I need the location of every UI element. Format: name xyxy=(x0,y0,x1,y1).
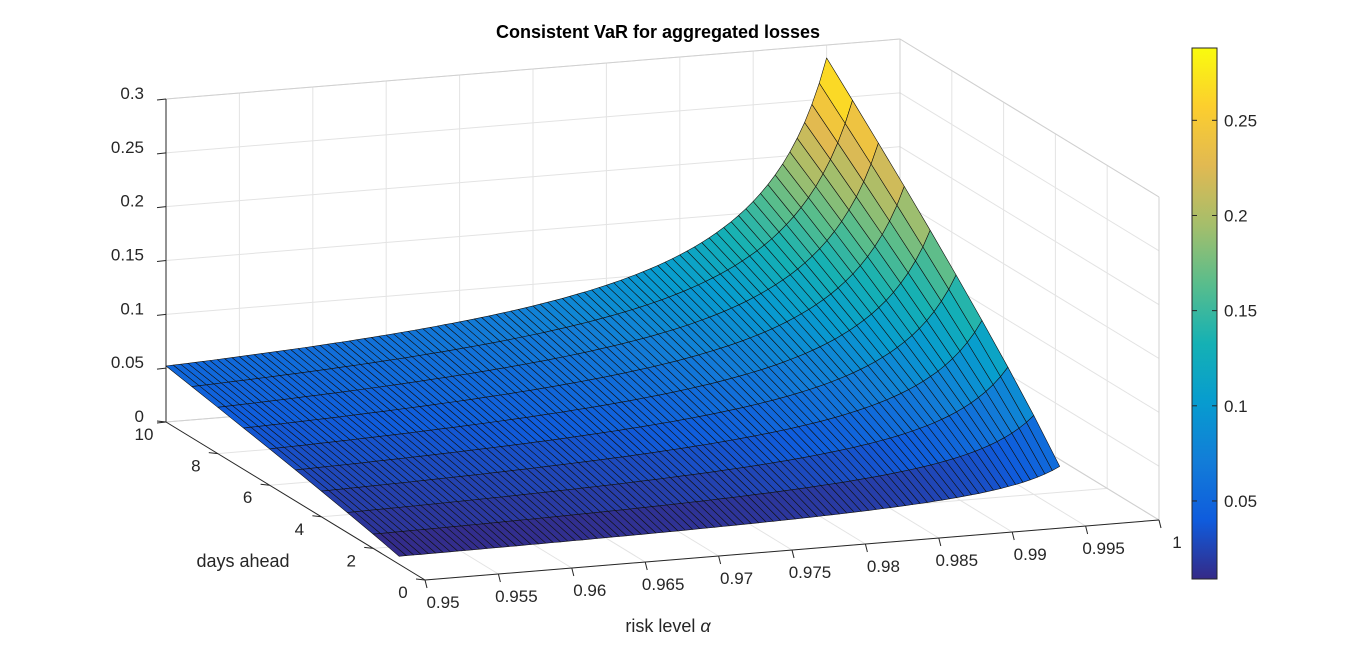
colorbar: 0.05 0.1 0.15 0.2 0.25 xyxy=(1191,47,1257,580)
surface-patch xyxy=(1026,415,1060,471)
grid-line xyxy=(165,146,901,208)
axis-edge xyxy=(899,38,1160,198)
y-tick-label: 0 xyxy=(398,583,407,602)
z-tick-mark xyxy=(156,206,167,209)
z-tick-label: 0.3 xyxy=(120,84,144,103)
z-tick-mark xyxy=(156,421,167,424)
x-axis-label-symbol: α xyxy=(700,616,711,636)
x-tick-label: 0.99 xyxy=(1014,545,1047,564)
colorbar-tick-label: 0.2 xyxy=(1224,206,1248,225)
z-tick-label: 0.1 xyxy=(120,299,144,318)
y-tick-mark xyxy=(364,546,374,549)
grid-line xyxy=(899,200,1160,359)
x-tick-label: 0.98 xyxy=(867,557,900,576)
z-tick-mark xyxy=(156,98,167,101)
x-tick-mark xyxy=(497,573,501,583)
y-tick-mark xyxy=(208,452,218,455)
z-tick-mark xyxy=(156,152,167,155)
x-tick-mark xyxy=(791,549,795,559)
z-tick-mark xyxy=(156,367,167,370)
colorbar-tick-label: 0.25 xyxy=(1224,111,1257,130)
colorbar-gradient xyxy=(1191,47,1218,580)
x-tick-mark xyxy=(424,579,428,589)
y-axis-line xyxy=(165,421,426,581)
x-axis-label-text: risk level xyxy=(625,616,695,636)
y-tick-label: 4 xyxy=(295,520,304,539)
y-tick-mark xyxy=(415,578,426,581)
z-tick-label: 0 xyxy=(135,407,144,426)
grid-line xyxy=(165,92,901,154)
chart-title: Consistent VaR for aggregated losses xyxy=(496,22,820,42)
y-axis-label: days ahead xyxy=(196,551,289,571)
z-tick-label: 0.15 xyxy=(111,246,144,265)
z-tick-mark xyxy=(156,260,167,262)
y-tick-label: 8 xyxy=(191,457,200,476)
x-tick-label: 0.975 xyxy=(789,563,832,582)
z-tick-mark xyxy=(156,313,167,316)
x-tick-mark xyxy=(938,537,942,547)
y-tick-label: 10 xyxy=(135,425,154,444)
grid-line xyxy=(899,92,1160,252)
z-tick-label: 0.2 xyxy=(120,192,144,211)
z-tick-label: 0.25 xyxy=(111,138,144,157)
x-axis-label: risk level α xyxy=(625,616,711,636)
tick-labels: 0.95 0.955 0.96 0.965 0.97 0.975 0.98 0.985 0.99… xyxy=(111,84,1182,612)
x-tick-mark xyxy=(1011,531,1015,541)
axis-edge xyxy=(165,38,901,100)
x-tick-label: 0.995 xyxy=(1082,539,1125,558)
grid-line xyxy=(899,146,1160,306)
colorbar-tick-label: 0.1 xyxy=(1224,397,1248,416)
x-tick-label: 0.985 xyxy=(936,551,979,570)
x-tick-mark xyxy=(718,555,722,565)
x-tick-label: 0.95 xyxy=(426,593,459,612)
y-tick-label: 6 xyxy=(243,488,252,507)
x-tick-label: 0.96 xyxy=(573,581,606,600)
x-tick-mark xyxy=(1085,525,1089,535)
y-tick-mark xyxy=(260,483,270,486)
surface xyxy=(165,57,1060,557)
y-tick-mark xyxy=(312,515,322,518)
x-tick-label: 0.965 xyxy=(642,575,685,594)
x-tick-label: 0.955 xyxy=(495,587,538,606)
colorbar-tick-label: 0.15 xyxy=(1224,302,1257,321)
x-tick-mark xyxy=(864,543,868,553)
x-tick-label: 1 xyxy=(1172,533,1181,552)
colorbar-tick-label: 0.05 xyxy=(1224,492,1257,511)
x-tick-mark xyxy=(571,567,575,577)
z-tick-label: 0.05 xyxy=(111,353,144,372)
x-tick-label: 0.97 xyxy=(720,569,753,588)
x-tick-mark xyxy=(1158,519,1162,529)
x-tick-mark xyxy=(644,561,648,571)
y-tick-label: 2 xyxy=(346,551,355,570)
